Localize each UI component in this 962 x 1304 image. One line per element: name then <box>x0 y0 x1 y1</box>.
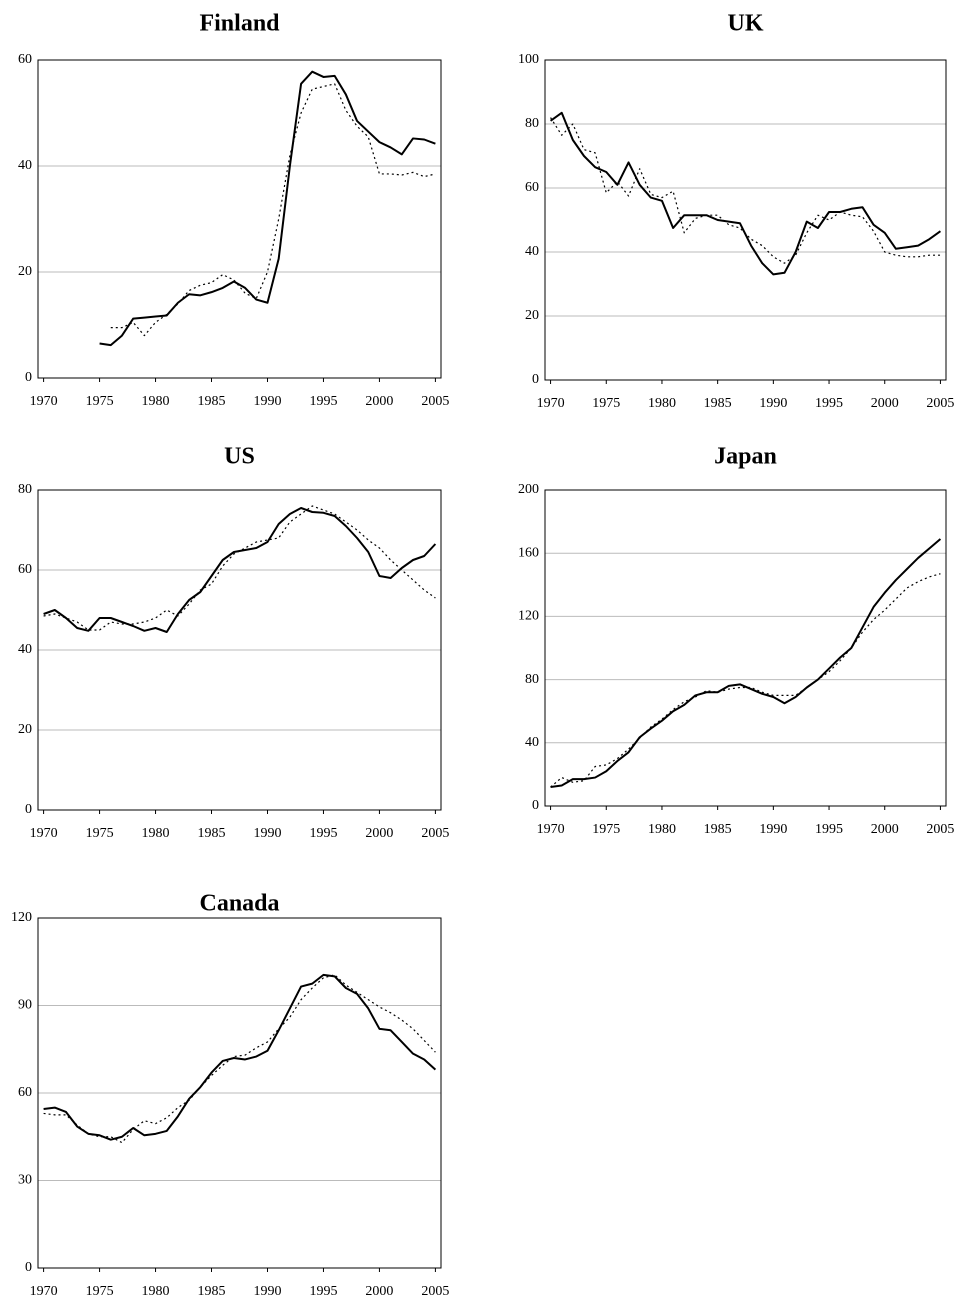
x-tick-label: 2005 <box>421 394 449 409</box>
y-tick-label: 60 <box>18 52 32 67</box>
y-tick-label: 90 <box>18 998 32 1013</box>
x-tick-label: 1970 <box>30 1284 58 1299</box>
y-tick-label: 200 <box>518 482 539 497</box>
x-tick-label: 2005 <box>926 396 954 411</box>
chart-title: US <box>224 444 255 470</box>
series-line <box>550 538 942 789</box>
x-tick-label: 1995 <box>309 826 337 841</box>
plot-frame <box>37 59 442 379</box>
y-tick-label: 60 <box>18 562 32 577</box>
x-tick-label: 1975 <box>592 822 620 837</box>
y-tick-label: 40 <box>525 735 539 750</box>
x-tick-label: 1990 <box>253 1284 281 1299</box>
x-tick-label: 1975 <box>86 826 114 841</box>
series-line <box>99 70 436 347</box>
y-tick-label: 60 <box>18 1085 32 1100</box>
y-tick-label: 20 <box>18 722 32 737</box>
x-tick-label: 1995 <box>309 394 337 409</box>
x-tick-label: 1970 <box>537 396 565 411</box>
y-tick-label: 40 <box>18 158 32 173</box>
x-tick-label: 1980 <box>142 394 170 409</box>
plot-frame <box>544 489 947 807</box>
series-line <box>110 83 436 337</box>
chart-title: UK <box>728 11 764 37</box>
series-line <box>550 117 941 264</box>
y-tick-label: 60 <box>525 180 539 195</box>
plot-frame <box>37 917 442 1269</box>
x-tick-label: 1975 <box>86 394 114 409</box>
x-tick-label: 1990 <box>759 396 787 411</box>
series-line <box>550 573 941 788</box>
x-tick-label: 1980 <box>142 826 170 841</box>
y-tick-label: 40 <box>525 244 539 259</box>
chart-title: Japan <box>714 444 777 470</box>
x-tick-label: 1985 <box>704 396 732 411</box>
series-line <box>549 111 942 276</box>
y-tick-label: 100 <box>518 52 539 67</box>
x-tick-label: 1980 <box>648 396 676 411</box>
y-tick-label: 30 <box>18 1173 32 1188</box>
x-tick-label: 1990 <box>759 822 787 837</box>
series-line <box>43 507 437 633</box>
x-tick-label: 1985 <box>198 394 226 409</box>
y-tick-label: 80 <box>525 672 539 687</box>
y-tick-label: 80 <box>525 116 539 131</box>
y-tick-label: 0 <box>25 370 32 385</box>
x-tick-label: 2005 <box>421 826 449 841</box>
x-tick-label: 2000 <box>871 396 899 411</box>
x-tick-label: 1980 <box>142 1284 170 1299</box>
y-tick-label: 160 <box>518 545 539 560</box>
chart-title: Finland <box>199 11 280 37</box>
y-tick-label: 0 <box>532 798 539 813</box>
y-tick-label: 0 <box>532 372 539 387</box>
x-tick-label: 2000 <box>365 394 393 409</box>
x-tick-label: 1985 <box>704 822 732 837</box>
x-tick-label: 1995 <box>815 396 843 411</box>
chart-title: Canada <box>199 891 279 917</box>
x-tick-label: 1975 <box>592 396 620 411</box>
x-tick-label: 1980 <box>648 822 676 837</box>
x-tick-label: 1975 <box>86 1284 114 1299</box>
y-tick-label: 120 <box>11 910 32 925</box>
x-tick-label: 1990 <box>253 394 281 409</box>
x-tick-label: 1970 <box>537 822 565 837</box>
y-tick-label: 120 <box>518 609 539 624</box>
y-tick-label: 20 <box>525 308 539 323</box>
y-tick-label: 80 <box>18 482 32 497</box>
x-tick-label: 2005 <box>421 1284 449 1299</box>
x-tick-label: 2005 <box>926 822 954 837</box>
x-tick-label: 1990 <box>253 826 281 841</box>
plot-frame <box>37 489 442 811</box>
series-line <box>43 973 437 1141</box>
x-tick-label: 1970 <box>30 826 58 841</box>
y-tick-label: 20 <box>18 264 32 279</box>
x-tick-label: 2000 <box>365 826 393 841</box>
x-tick-label: 1995 <box>815 822 843 837</box>
y-tick-label: 0 <box>25 802 32 817</box>
plot-frame <box>544 59 947 381</box>
x-tick-label: 1970 <box>30 394 58 409</box>
x-tick-label: 1985 <box>198 1284 226 1299</box>
x-tick-label: 2000 <box>365 1284 393 1299</box>
x-tick-label: 1995 <box>309 1284 337 1299</box>
x-tick-label: 2000 <box>871 822 899 837</box>
y-tick-label: 40 <box>18 642 32 657</box>
y-tick-label: 0 <box>25 1260 32 1275</box>
x-tick-label: 1985 <box>198 826 226 841</box>
series-line <box>43 505 436 631</box>
